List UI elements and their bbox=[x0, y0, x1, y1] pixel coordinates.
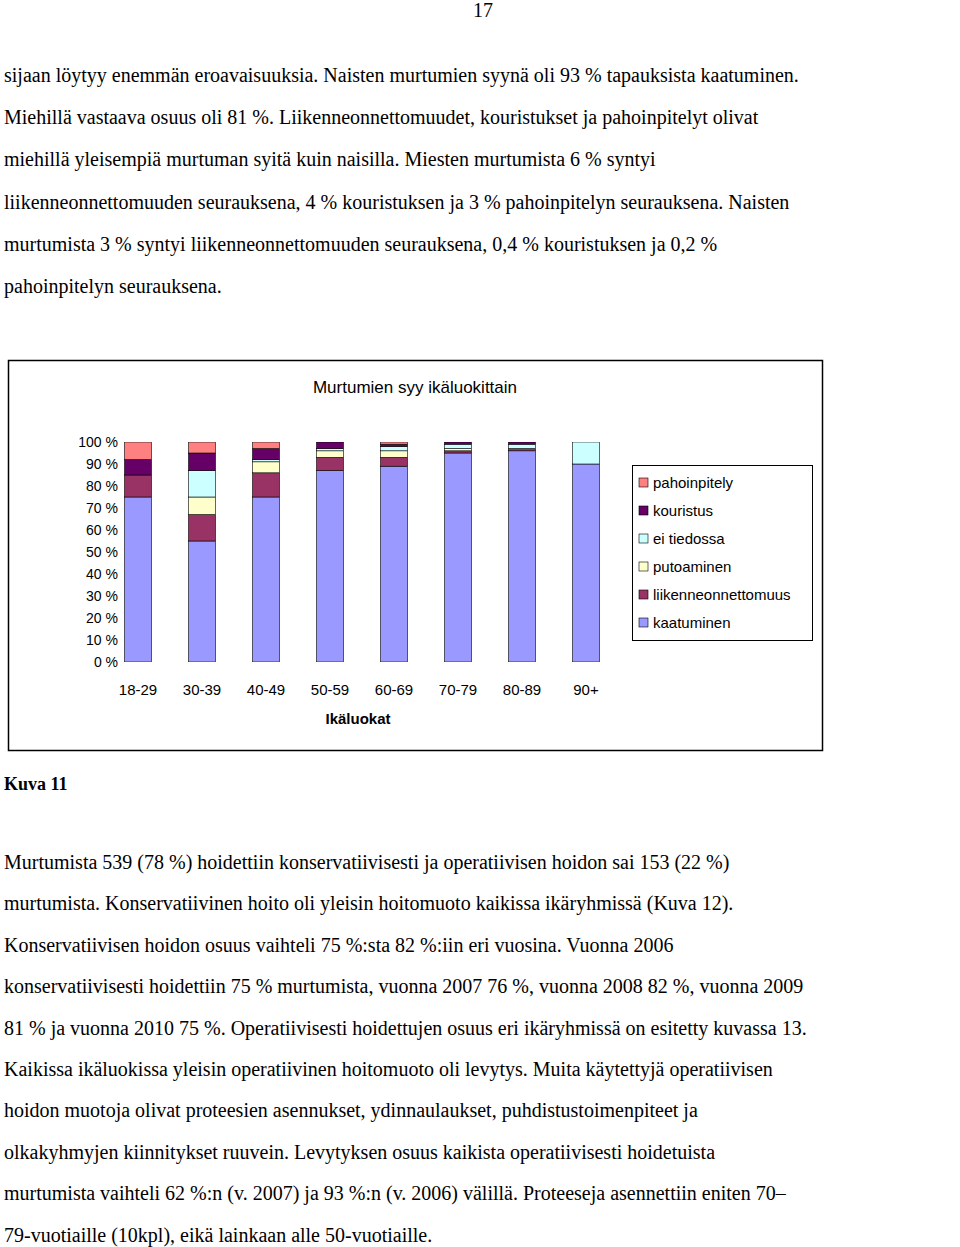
bar-segment bbox=[381, 451, 408, 458]
legend-swatch bbox=[639, 506, 648, 515]
bar-segment bbox=[509, 449, 536, 451]
x-tick-label: 70-79 bbox=[439, 681, 477, 698]
bar-segment bbox=[509, 444, 536, 448]
bar-segment bbox=[189, 497, 216, 515]
bar-segment bbox=[189, 541, 216, 662]
legend-label: ei tiedossa bbox=[653, 530, 725, 547]
x-tick-label: 90+ bbox=[573, 681, 599, 698]
legend-label: pahoinpitely bbox=[653, 474, 734, 491]
legend-swatch bbox=[639, 534, 648, 543]
bar-segment bbox=[445, 442, 472, 443]
text-line: murtumista 3 % syntyi liikenneonnettomuu… bbox=[4, 232, 717, 256]
y-tick-label: 70 % bbox=[86, 500, 118, 516]
chart-frame bbox=[9, 361, 823, 751]
bar-segment bbox=[509, 442, 536, 443]
bar-segment bbox=[125, 475, 152, 497]
bar-segment bbox=[253, 473, 280, 497]
bar-segment bbox=[445, 453, 472, 662]
chart-title: Murtumien syy ikäluokittain bbox=[313, 378, 517, 397]
bar-segment bbox=[445, 444, 472, 448]
y-tick-label: 40 % bbox=[86, 566, 118, 582]
bar-segment bbox=[445, 449, 472, 451]
legend-label: putoaminen bbox=[653, 558, 731, 575]
bar-segment bbox=[381, 444, 408, 446]
page-number: 17 bbox=[0, 0, 960, 22]
x-tick-label: 80-89 bbox=[503, 681, 541, 698]
bar-segment bbox=[573, 442, 600, 464]
text-line: Kaikissa ikäluokissa yleisin operatiivin… bbox=[4, 1057, 773, 1081]
text-line: sijaan löytyy enemmän eroavaisuuksia. Na… bbox=[4, 63, 799, 87]
legend-swatch bbox=[639, 618, 648, 627]
y-tick-label: 100 % bbox=[78, 434, 118, 450]
bar-segment bbox=[509, 442, 536, 444]
y-tick-label: 0 % bbox=[94, 654, 118, 670]
bar-segment bbox=[381, 442, 408, 444]
bar-segment bbox=[125, 442, 152, 460]
text-line: 81 % ja vuonna 2010 75 %. Operatiivisest… bbox=[4, 1016, 807, 1040]
bar-segment bbox=[317, 442, 344, 443]
x-tick-label: 30-39 bbox=[183, 681, 221, 698]
bar-segment bbox=[509, 451, 536, 662]
bar-segment bbox=[317, 442, 344, 449]
y-tick-label: 60 % bbox=[86, 522, 118, 538]
legend-label: kouristus bbox=[653, 502, 713, 519]
bar-segment bbox=[381, 466, 408, 662]
legend-swatch bbox=[639, 478, 648, 487]
text-line: murtumista. Konservatiivinen hoito oli y… bbox=[4, 891, 733, 915]
text-line: hoidon muotoja olivat proteesien asennuk… bbox=[4, 1098, 698, 1122]
text-line: Konservatiivisen hoidon osuus vaihteli 7… bbox=[4, 933, 673, 957]
bar-segment bbox=[573, 464, 600, 662]
bar-segment bbox=[189, 515, 216, 541]
text-line: liikenneonnettomuuden seurauksena, 4 % k… bbox=[4, 190, 789, 214]
y-tick-label: 90 % bbox=[86, 456, 118, 472]
text-line: 79-vuotiaille (10kpl), eikä lainkaan all… bbox=[4, 1223, 432, 1247]
bar-segment bbox=[317, 449, 344, 451]
bar-segment bbox=[445, 451, 472, 453]
bar-segment bbox=[253, 462, 280, 473]
bar-segment bbox=[445, 442, 472, 444]
bar-segment bbox=[381, 446, 408, 450]
x-tick-label: 40-49 bbox=[247, 681, 285, 698]
legend-swatch bbox=[639, 562, 648, 571]
bar-segment bbox=[189, 471, 216, 497]
bar-segment bbox=[253, 497, 280, 662]
bar-segment bbox=[573, 442, 600, 443]
legend-box bbox=[633, 466, 813, 641]
bar-segment bbox=[253, 442, 280, 449]
legend-label: liikenneonnettomuus bbox=[653, 586, 791, 603]
text-line: Miehillä vastaava osuus oli 81 %. Liiken… bbox=[4, 105, 758, 129]
bar-segment bbox=[381, 457, 408, 466]
y-tick-label: 50 % bbox=[86, 544, 118, 560]
y-tick-label: 10 % bbox=[86, 632, 118, 648]
legend-label: kaatuminen bbox=[653, 614, 731, 631]
bar-segment bbox=[317, 471, 344, 662]
bar-segment bbox=[253, 460, 280, 462]
x-tick-label: 18-29 bbox=[119, 681, 157, 698]
bar-segment bbox=[125, 460, 152, 475]
y-tick-label: 20 % bbox=[86, 610, 118, 626]
bar-segment bbox=[189, 442, 216, 453]
bar-segment bbox=[253, 449, 280, 460]
bar-segment bbox=[189, 453, 216, 471]
bar-segment bbox=[573, 442, 600, 443]
text-line: konservatiivisesti hoidettiin 75 % murtu… bbox=[4, 974, 803, 998]
text-line: murtumista vaihteli 62 %:n (v. 2007) ja … bbox=[4, 1181, 786, 1205]
x-axis-label: Ikäluokat bbox=[325, 710, 390, 727]
bar-segment bbox=[125, 497, 152, 662]
text-line: olkakyhmyjen kiinnitykset ruuvein. Levyt… bbox=[4, 1140, 715, 1164]
text-line: Murtumista 539 (78 %) hoidettiin konserv… bbox=[4, 850, 729, 874]
bar-segment bbox=[317, 451, 344, 458]
legend-swatch bbox=[639, 590, 648, 599]
chart: Murtumien syy ikäluokittain 0 % 10 % 20 % 30… bbox=[0, 0, 960, 1247]
text-line: miehillä yleisempiä murtuman syitä kuin … bbox=[4, 147, 656, 171]
text-line: pahoinpitelyn seurauksena. bbox=[4, 274, 222, 298]
x-tick-label: 60-69 bbox=[375, 681, 413, 698]
bars bbox=[125, 442, 600, 662]
x-tick-label: 50-59 bbox=[311, 681, 349, 698]
y-tick-label: 80 % bbox=[86, 478, 118, 494]
y-tick-label: 30 % bbox=[86, 588, 118, 604]
figure-caption: Kuva 11 bbox=[4, 772, 68, 796]
bar-segment bbox=[317, 457, 344, 470]
